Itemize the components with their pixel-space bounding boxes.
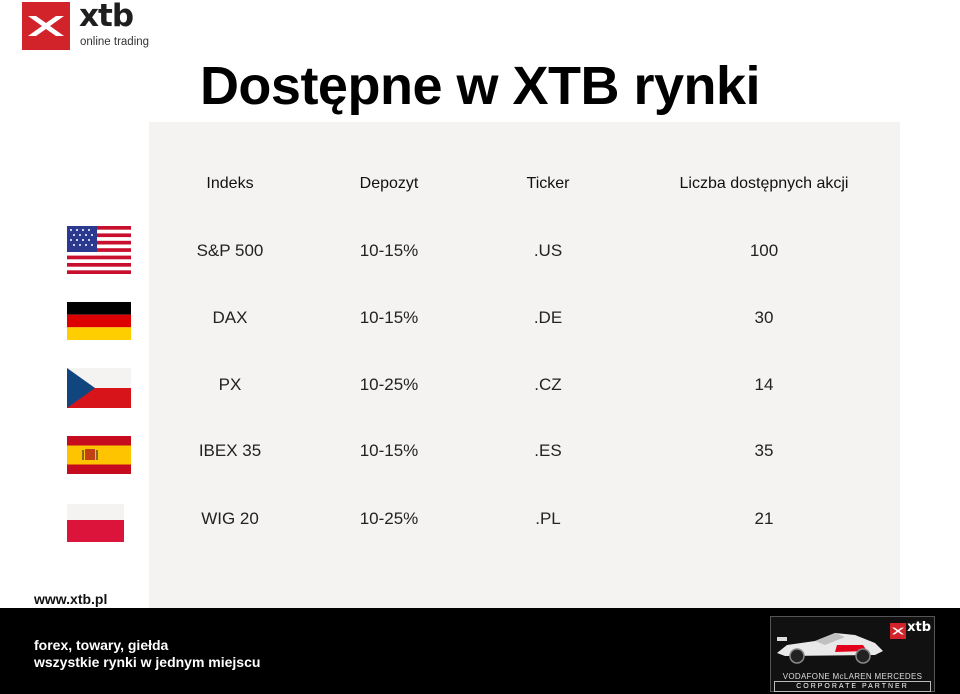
brand-tagline: online trading: [80, 36, 150, 48]
spain-flag: [67, 436, 131, 474]
row-czech-index: PX: [218, 375, 242, 394]
row-spain-deposit: 10-15%: [359, 441, 419, 460]
row-czech-count: 14: [754, 375, 774, 394]
header-count: Liczba dostępnych akcji: [679, 175, 849, 192]
xtb-logo: xtb online trading: [22, 0, 157, 52]
row-spain-ticker: .ES: [534, 441, 562, 460]
page-title: Dostępne w XTB rynki: [199, 56, 761, 116]
row-czech-ticker: .CZ: [534, 375, 562, 394]
race-car-icon: [777, 633, 883, 664]
partner-xtb-x-icon: [890, 623, 906, 639]
header-deposit: Depozyt: [359, 175, 419, 192]
row-poland-deposit: 10-25%: [359, 509, 419, 528]
row-poland-index: WIG 20: [201, 509, 259, 528]
brand-name: xtb: [79, 0, 134, 34]
footer-bar: forex, towary, giełda wszystkie rynki w …: [0, 608, 960, 694]
row-usa-count: 100: [749, 241, 779, 260]
row-usa-index: S&P 500: [196, 241, 264, 260]
header-ticker: Ticker: [526, 175, 570, 192]
header-index: Indeks: [206, 175, 254, 192]
corporate-partner-badge: xtb VODAFONE McLAREN MERCEDES CORPORATE …: [770, 616, 935, 692]
markets-table-panel: [149, 122, 900, 608]
row-germany-deposit: 10-15%: [359, 308, 419, 327]
usa-flag: [67, 226, 131, 274]
poland-flag: [67, 504, 124, 542]
partner-label: CORPORATE PARTNER: [774, 681, 931, 692]
partner-xtb-text: xtb: [907, 620, 931, 635]
row-germany-index: DAX: [212, 308, 248, 327]
website-link[interactable]: www.xtb.pl: [34, 591, 108, 607]
footer-line-2: wszystkie rynki w jednym miejscu: [34, 654, 261, 670]
germany-flag: [67, 302, 131, 340]
row-spain-index: IBEX 35: [198, 441, 262, 460]
row-usa-deposit: 10-15%: [359, 241, 419, 260]
row-czech-deposit: 10-25%: [359, 375, 419, 394]
partner-team: VODAFONE McLAREN MERCEDES: [782, 672, 923, 681]
czech-flag: [67, 368, 131, 408]
xtb-x-icon: [22, 2, 70, 50]
row-germany-ticker: .DE: [533, 308, 563, 327]
row-spain-count: 35: [754, 441, 774, 460]
row-poland-ticker: .PL: [535, 509, 561, 528]
footer-line-1: forex, towary, giełda: [34, 637, 169, 653]
row-germany-count: 30: [754, 308, 774, 327]
row-poland-count: 21: [754, 509, 774, 528]
row-usa-ticker: .US: [533, 241, 563, 260]
